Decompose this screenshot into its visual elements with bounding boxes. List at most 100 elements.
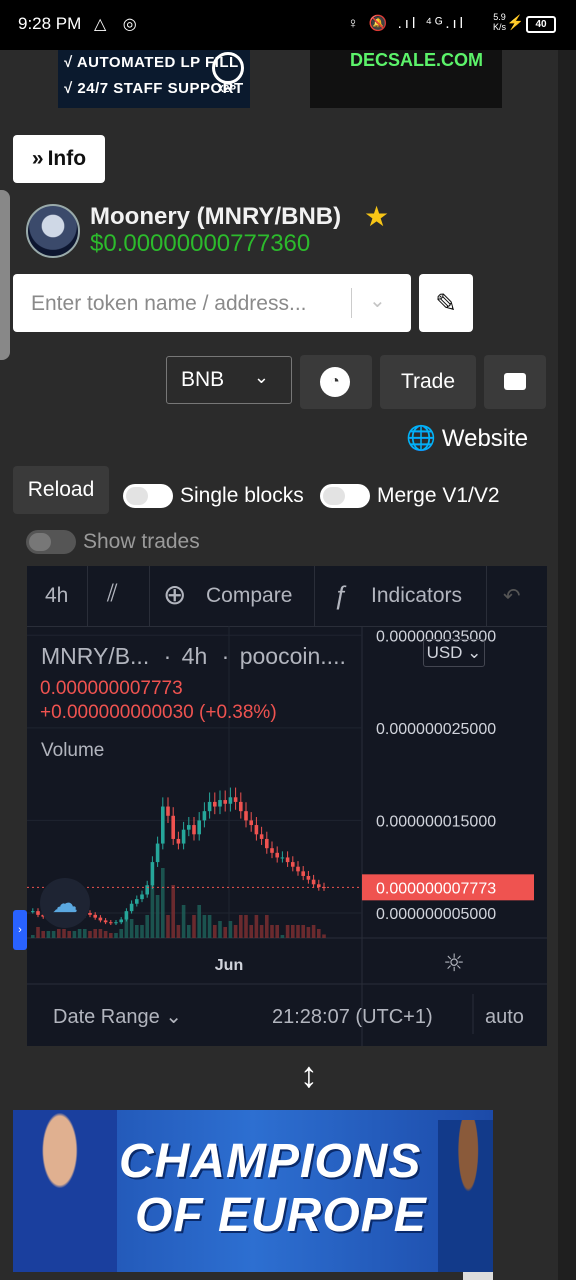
volume-bar: [187, 925, 191, 938]
volume-bar: [51, 931, 56, 938]
merge-toggle[interactable]: [320, 484, 370, 508]
candle: [244, 811, 248, 821]
chart-icon: ◔: [320, 367, 350, 397]
last-price-marker: [362, 874, 534, 901]
token-name: Moonery (MNRY/BNB): [90, 203, 342, 230]
candle: [171, 815, 175, 839]
volume-bar: [228, 921, 233, 938]
candle: [145, 885, 149, 895]
volume-bar: [129, 919, 134, 938]
chart-clock: 21:28:07 (UTC+1): [272, 1006, 433, 1028]
edit-button[interactable]: ✎: [419, 274, 473, 332]
candle: [166, 806, 170, 816]
single-blocks-toggle[interactable]: [123, 484, 173, 508]
volume-bar: [109, 933, 113, 938]
volume-bar: [88, 931, 92, 938]
volume-bar: [291, 925, 295, 938]
resize-vertical-icon[interactable]: ↕: [300, 1054, 318, 1095]
y-tick-label: 0.000000005000: [376, 906, 496, 923]
page-scrollbar[interactable]: [558, 50, 576, 1280]
interval-button[interactable]: 4h: [45, 584, 69, 607]
volume-bar: [207, 915, 212, 938]
website-label: Website: [441, 425, 529, 452]
chart-button[interactable]: ◔: [300, 355, 372, 409]
volume-bar: [171, 885, 175, 938]
single-blocks-label: Single blocks: [180, 484, 304, 507]
volume-bar: [41, 931, 45, 938]
volume-bar: [145, 915, 149, 938]
toolbar-divider: [87, 566, 88, 626]
token-search-input[interactable]: [29, 274, 353, 334]
info-label: Info: [47, 147, 87, 170]
scale-auto-button[interactable]: auto: [485, 1006, 524, 1028]
undo-icon[interactable]: ↶: [503, 585, 521, 608]
chart-settings-icon[interactable]: ☼: [443, 949, 465, 977]
compare-button[interactable]: Compare: [206, 584, 293, 607]
volume-bar: [155, 895, 160, 938]
candle: [254, 825, 259, 835]
chart-side-tab[interactable]: ›: [13, 910, 27, 950]
candle: [129, 903, 134, 912]
volume-bar: [306, 927, 311, 938]
currency-unit-select[interactable]: USD ⌄: [423, 639, 485, 667]
double-chevron-right-icon: »: [31, 147, 44, 170]
compare-icon[interactable]: ⊕: [163, 579, 187, 610]
candle: [31, 911, 35, 913]
reload-button[interactable]: Reload: [13, 466, 109, 514]
volume-bar: [265, 915, 269, 938]
network-speed: 5.9 K/s: [492, 12, 506, 32]
volume-bar: [311, 925, 316, 938]
token-avatar: [26, 204, 80, 258]
indicators-button[interactable]: Indicators: [371, 584, 463, 607]
wallet-button[interactable]: [484, 355, 546, 409]
show-trades-toggle[interactable]: [26, 530, 76, 554]
volume-bar: [124, 917, 129, 938]
toolbar-divider: [314, 566, 315, 626]
candle: [249, 820, 253, 826]
candle: [124, 911, 129, 920]
ad-banner-champions[interactable]: CHAMPIONS OF EUROPE: [13, 1110, 493, 1272]
indicators-icon[interactable]: ƒ: [333, 580, 348, 610]
notification-icons: △ ◎: [94, 16, 143, 33]
candle: [150, 862, 155, 886]
date-range-button[interactable]: Date Range ⌄: [53, 1006, 182, 1028]
tradingview-logo-icon[interactable]: ☁: [40, 878, 90, 928]
volume-bar: [31, 935, 35, 938]
candle: [239, 801, 243, 812]
candle: [291, 862, 295, 867]
ad-brand: X2P: [217, 84, 236, 95]
volume-bar: [150, 885, 155, 938]
candle: [275, 852, 279, 858]
trade-button[interactable]: Trade: [380, 355, 476, 409]
battery-icon: 40: [526, 16, 556, 33]
token-search-box[interactable]: ⌄: [13, 274, 411, 334]
signal-icons: ♀ 🔕 .ıl ⁴ᴳ.ıl: [347, 15, 466, 32]
volume-bar: [285, 925, 290, 938]
volume-bar: [223, 927, 227, 938]
chevron-down-icon: ⌄: [253, 367, 269, 387]
candle-type-icon[interactable]: ⫽: [107, 580, 118, 607]
price-chart[interactable]: 4h ⫽ ⊕ Compare ƒ Indicators ↶ 0.00000003…: [27, 566, 547, 1046]
candle: [119, 919, 123, 923]
candle: [187, 825, 191, 830]
chevron-down-icon[interactable]: ⌄: [369, 290, 386, 312]
candle: [259, 834, 264, 839]
info-button[interactable]: » Info: [13, 135, 105, 183]
candle: [176, 838, 181, 844]
chart-legend-title: MNRY/B... · 4h · poocoin....: [41, 643, 346, 670]
currency-select[interactable]: BNB ⌄: [166, 356, 292, 404]
ad-headline: CHAMPIONS: [119, 1135, 422, 1188]
candle: [155, 843, 160, 863]
volume-bar: [176, 925, 181, 938]
ad-banner-lp-fill[interactable]: √ AUTOMATED LP FILL √ 24/7 STAFF SUPPORT…: [58, 50, 250, 108]
edge-handle[interactable]: [0, 190, 10, 360]
volume-bar: [83, 929, 87, 938]
candle: [223, 800, 227, 804]
legend-dot: ·: [221, 643, 230, 669]
volume-bar: [317, 929, 321, 938]
ad-banner-decsale[interactable]: DECSALE.COM: [310, 50, 502, 108]
volume-bar: [301, 925, 305, 938]
star-icon[interactable]: ★: [364, 201, 390, 232]
website-link[interactable]: 🌐 Website: [406, 424, 528, 453]
chart-canvas[interactable]: 0.000000035000 0.000000025000 0.0000000150…: [27, 626, 547, 1046]
